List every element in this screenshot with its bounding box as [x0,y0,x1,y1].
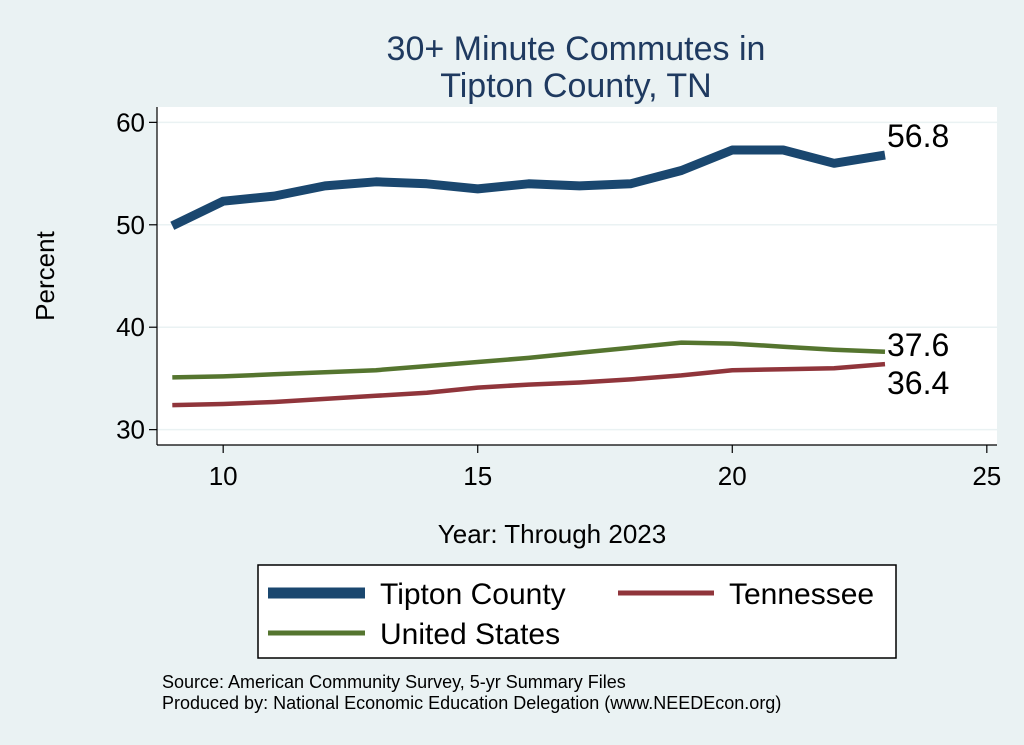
end-label-tennessee: 36.4 [887,365,949,401]
end-label-tipton-county: 56.8 [887,118,949,154]
y-tick-label: 30 [116,415,145,445]
y-tick-label: 50 [116,210,145,240]
legend-label-tennessee: Tennessee [729,578,874,611]
legend: Tipton County Tennessee United States [257,564,897,659]
series-line-tipton-county [170,145,886,230]
x-axis-title: Year: Through 2023 [438,519,666,549]
y-tick-label: 60 [116,107,145,137]
legend-box [257,564,897,659]
x-tick-label: 25 [972,461,1001,491]
y-axis-title: Percent [30,230,60,320]
legend-label-tipton-county: Tipton County [380,578,566,611]
producer-note: Produced by: National Economic Education… [162,693,781,713]
source-note: Source: American Community Survey, 5-yr … [162,672,626,692]
y-axis-ticks: 30 40 50 60 [116,107,157,445]
x-tick-label: 10 [209,461,238,491]
x-tick-label: 20 [718,461,747,491]
chart-title: 30+ Minute Commutes in Tipton County, TN [387,30,766,105]
y-tick-label: 40 [116,312,145,342]
end-label-united-states: 37.6 [887,327,949,363]
x-axis-ticks: 10 15 20 25 [209,445,1001,491]
chart-title-line-2: Tipton County, TN [440,67,712,105]
axes [156,107,997,446]
end-labels: 56.8 37.636.4 [887,118,949,401]
chart-title-line-1: 30+ Minute Commutes in [387,30,766,68]
series-line-tennessee [172,361,886,408]
x-tick-label: 15 [463,461,492,491]
series-line-united-states [172,340,886,380]
gridlines [157,121,997,431]
legend-label-united-states: United States [380,618,560,651]
series-lines [170,145,886,408]
source-notes: Source: American Community Survey, 5-yr … [162,672,781,713]
